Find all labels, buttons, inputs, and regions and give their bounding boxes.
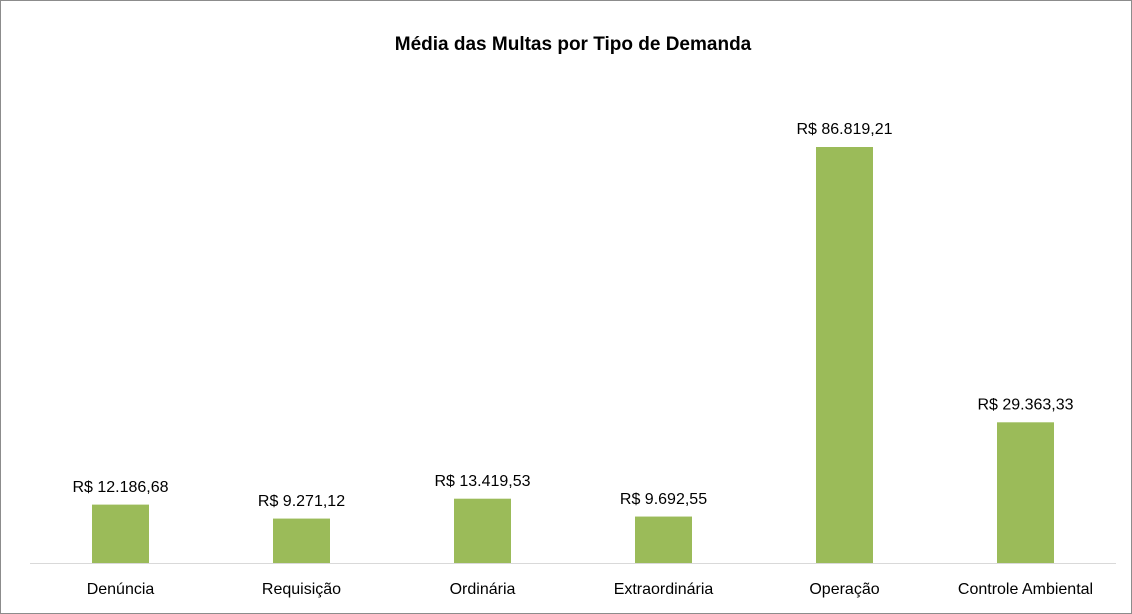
data-label: R$ 13.419,53 [434,473,530,490]
bar [454,498,511,563]
bar [997,422,1054,563]
x-tick-label: Ordinária [450,581,516,598]
bar [273,518,330,563]
data-label: R$ 29.363,33 [977,397,1073,414]
x-tick-label: Operação [809,581,879,598]
data-label: R$ 9.692,55 [620,491,707,508]
bar [816,147,873,563]
data-label: R$ 86.819,21 [796,121,892,138]
x-tick-label: Denúncia [87,581,155,598]
x-tick-label: Requisição [262,581,341,598]
bar [92,504,149,563]
data-label: R$ 9.271,12 [258,493,345,510]
x-tick-label: Extraordinária [614,581,714,598]
x-tick-label: Controle Ambiental [958,581,1093,598]
data-label: R$ 12.186,68 [72,479,168,496]
bar [635,516,692,563]
chart-title: Média das Multas por Tipo de Demanda [395,34,752,55]
